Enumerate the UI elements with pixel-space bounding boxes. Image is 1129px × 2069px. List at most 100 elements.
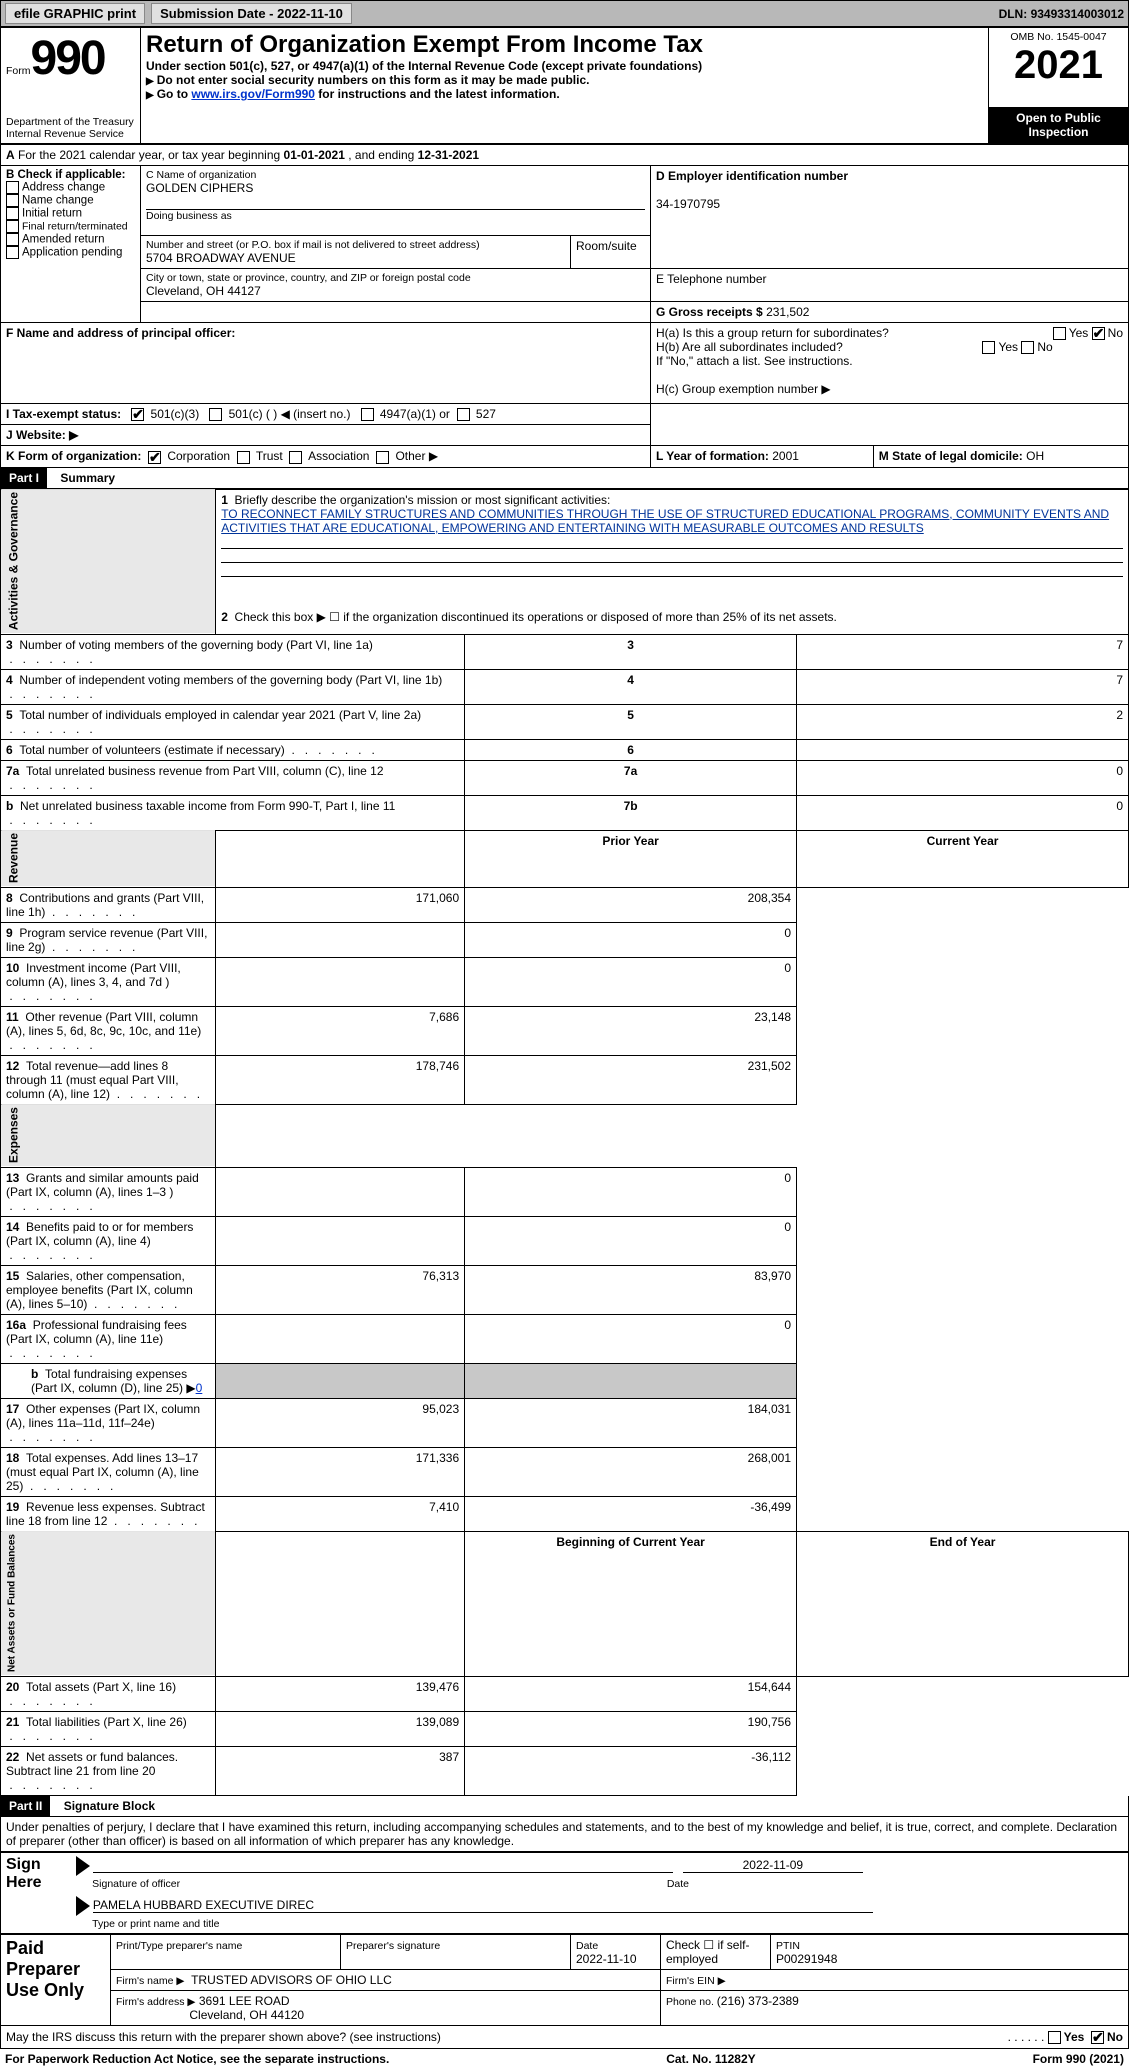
summary-line-16a: 16a Professional fundraising fees (Part … <box>1 1314 1129 1363</box>
sig-officer-label: Signature of officer <box>92 1878 180 1890</box>
addr-change-checkbox[interactable] <box>6 181 19 194</box>
officer-name: PAMELA HUBBARD EXECUTIVE DIREC <box>93 1898 314 1912</box>
f-label: F Name and address of principal officer: <box>6 326 235 340</box>
summary-table: Activities & Governance 1 Briefly descri… <box>0 489 1129 1796</box>
vert-activities: Activities & Governance <box>1 489 216 634</box>
summary-line-7a: 7a Total unrelated business revenue from… <box>1 760 1129 795</box>
open-to-public: Open to Public Inspection <box>989 107 1129 143</box>
app-pending-checkbox[interactable] <box>6 246 19 259</box>
declaration: Under penalties of perjury, I declare th… <box>0 1817 1129 1852</box>
city-state-zip: Cleveland, OH 44127 <box>146 284 645 298</box>
summary-line-8: 8 Contributions and grants (Part VIII, l… <box>1 887 1129 922</box>
summary-line-21: 21 Total liabilities (Part X, line 26) .… <box>1 1711 1129 1746</box>
vert-revenue: Revenue <box>1 830 216 887</box>
ptin: P00291948 <box>776 1952 837 1966</box>
name-change-label: Name change <box>22 195 94 207</box>
part2-header: Part II <box>1 1796 50 1816</box>
summary-line-14: 14 Benefits paid to or for members (Part… <box>1 1216 1129 1265</box>
k-assoc-label: Association <box>308 449 369 463</box>
mayirs-yes-checkbox[interactable] <box>1048 2031 1061 2044</box>
submission-date-button[interactable]: Submission Date - 2022-11-10 <box>151 3 352 24</box>
dln: DLN: 93493314003012 <box>999 7 1124 21</box>
line-b-text: Total fundraising expenses (Part IX, col… <box>31 1367 196 1395</box>
i-527-label: 527 <box>476 407 496 421</box>
type-name-label: Type or print name and title <box>92 1918 219 1930</box>
paperwork-notice: For Paperwork Reduction Act Notice, see … <box>5 2052 389 2066</box>
tax-mid: , and ending <box>348 148 417 162</box>
city-label: City or town, state or province, country… <box>146 272 645 284</box>
vert-netassets: Net Assets or Fund Balances <box>1 1531 216 1676</box>
final-checkbox[interactable] <box>6 220 19 233</box>
sign-here: Sign Here <box>1 1852 71 1933</box>
may-irs-text: May the IRS discuss this return with the… <box>6 2030 441 2044</box>
col-begin: Beginning of Current Year <box>465 1531 797 1676</box>
amended-checkbox[interactable] <box>6 233 19 246</box>
summary-line-11: 11 Other revenue (Part VIII, column (A),… <box>1 1006 1129 1055</box>
k-other-checkbox[interactable] <box>376 451 389 464</box>
summary-line-10: 10 Investment income (Part VIII, column … <box>1 957 1129 1006</box>
tax-year: 2021 <box>994 43 1123 88</box>
hb-yes-checkbox[interactable] <box>982 341 995 354</box>
summary-line-6: 6 Total number of volunteers (estimate i… <box>1 739 1129 760</box>
ha-no-checkbox[interactable] <box>1092 327 1105 340</box>
i-label: I Tax-exempt status: <box>6 407 121 421</box>
dept-treasury: Department of the Treasury <box>6 116 135 128</box>
amended-label: Amended return <box>22 234 104 246</box>
col-end: End of Year <box>797 1531 1129 1676</box>
prep-date-label: Date <box>576 1940 598 1952</box>
k-assoc-checkbox[interactable] <box>289 451 302 464</box>
hb-no-checkbox[interactable] <box>1021 341 1034 354</box>
ha-no-label: No <box>1108 326 1123 340</box>
subdate-value: 2022-11-10 <box>277 6 343 21</box>
summary-line-20: 20 Total assets (Part X, line 16) . . . … <box>1 1676 1129 1711</box>
firm-addr2: Cleveland, OH 44120 <box>189 2008 304 2022</box>
mayirs-no-checkbox[interactable] <box>1091 2031 1104 2044</box>
mayirs-yes-label: Yes <box>1064 2030 1085 2044</box>
gross-receipts: 231,502 <box>766 305 809 319</box>
j-label: J Website: ▶ <box>6 428 78 442</box>
vert-expenses: Expenses <box>1 1104 216 1167</box>
subdate-label: Submission Date - <box>160 6 277 21</box>
dln-value: 93493314003012 <box>1031 7 1124 21</box>
k-trust-checkbox[interactable] <box>237 451 250 464</box>
irs-label: Internal Revenue Service <box>6 128 135 140</box>
summary-line-15: 15 Salaries, other compensation, employe… <box>1 1265 1129 1314</box>
i-501c3-checkbox[interactable] <box>131 408 144 421</box>
ha-yes-checkbox[interactable] <box>1053 327 1066 340</box>
d-label: D Employer identification number <box>656 169 848 183</box>
k-corp-checkbox[interactable] <box>148 451 161 464</box>
form-subtitle: Under section 501(c), 527, or 4947(a)(1)… <box>146 59 983 73</box>
dba-label: Doing business as <box>146 209 645 222</box>
b-label: B Check if applicable: <box>6 169 126 181</box>
k-other-label: Other ▶ <box>395 449 438 463</box>
efile-print-button[interactable]: efile GRAPHIC print <box>5 3 145 24</box>
l-label: L Year of formation: <box>656 449 772 463</box>
addr-label: Number and street (or P.O. box if mail i… <box>146 239 565 251</box>
initial-checkbox[interactable] <box>6 207 19 220</box>
i-4947-checkbox[interactable] <box>361 408 374 421</box>
hb-note: If "No," attach a list. See instructions… <box>656 354 853 368</box>
i-501c-checkbox[interactable] <box>209 408 222 421</box>
addr-change-label: Address change <box>22 182 105 194</box>
goto-post: for instructions and the latest informat… <box>315 87 560 101</box>
paid-preparer-label: Paid Preparer Use Only <box>1 1934 111 2025</box>
ha-label: H(a) Is this a group return for subordin… <box>656 326 889 340</box>
name-change-checkbox[interactable] <box>6 194 19 207</box>
line-b-val: 0 <box>196 1381 203 1395</box>
org-name: GOLDEN CIPHERS <box>146 181 645 195</box>
room-label: Room/suite <box>571 236 651 269</box>
phone-label: Phone no. <box>666 1996 717 2008</box>
irs-link[interactable]: www.irs.gov/Form990 <box>191 87 315 101</box>
check-self-employed: Check ☐ if self-employed <box>661 1934 771 1969</box>
k-corp-label: Corporation <box>167 449 230 463</box>
i-527-checkbox[interactable] <box>457 408 470 421</box>
identification-table: A For the 2021 calendar year, or tax yea… <box>0 144 1129 468</box>
i-501c3-label: 501(c)(3) <box>151 407 200 421</box>
m-label: M State of legal domicile: <box>879 449 1026 463</box>
col-current: Current Year <box>797 830 1129 887</box>
form-header-table: Form990 Department of the Treasury Inter… <box>0 27 1129 144</box>
mayirs-no-label: No <box>1107 2030 1123 2044</box>
summary-line-12: 12 Total revenue—add lines 8 through 11 … <box>1 1055 1129 1104</box>
summary-line-19: 19 Revenue less expenses. Subtract line … <box>1 1496 1129 1531</box>
firm-addr-label: Firm's address ▶ <box>116 1996 196 2008</box>
